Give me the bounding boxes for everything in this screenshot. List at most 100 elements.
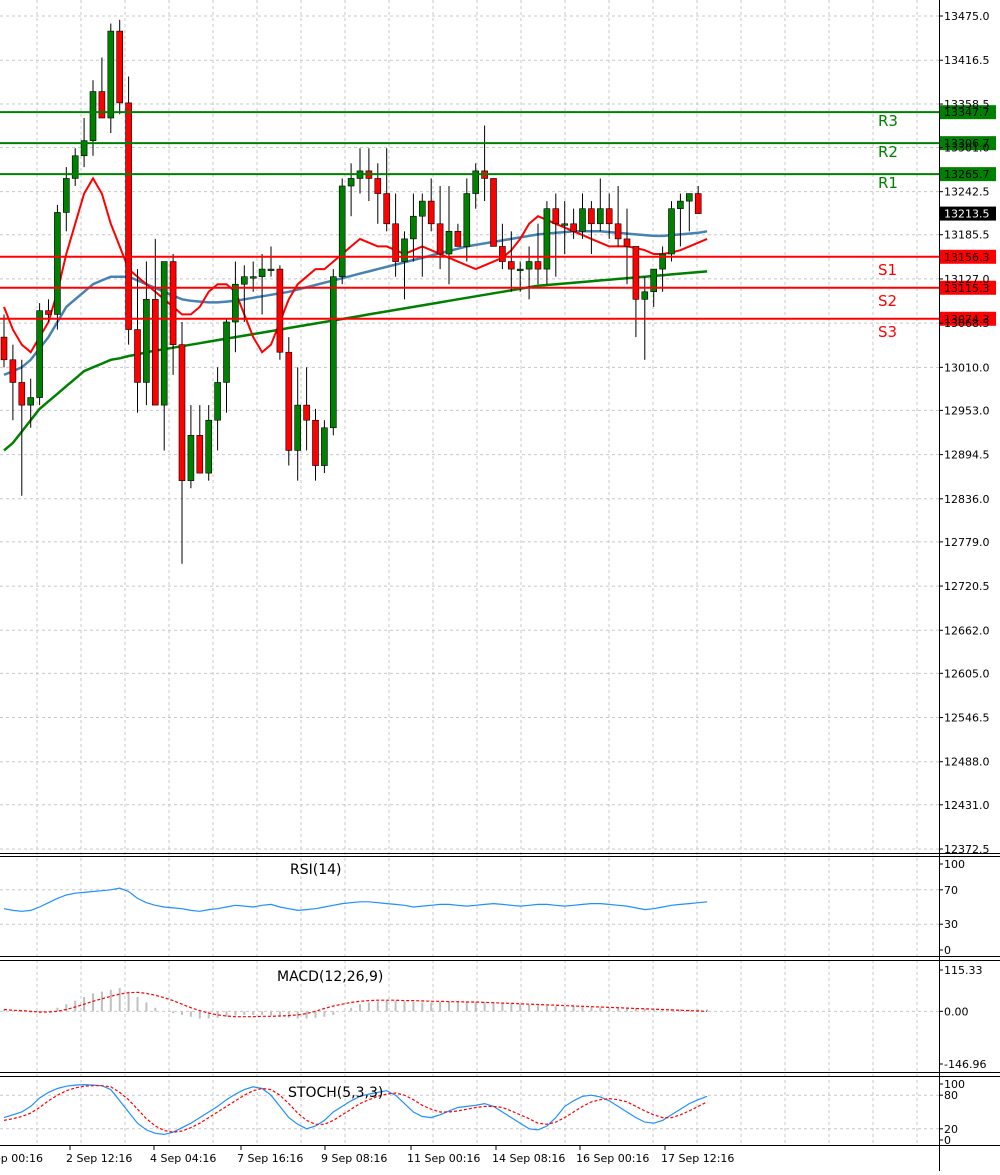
candle	[383, 148, 391, 232]
candle-bear-body	[499, 246, 506, 262]
price-tick-label: 12720.5	[944, 580, 990, 593]
price-tick-label: 12546.5	[944, 712, 990, 725]
level-price-badge	[940, 167, 996, 182]
candle	[623, 208, 631, 285]
candle-bull-body	[561, 223, 569, 226]
candle-bull-body	[329, 276, 337, 429]
candle	[54, 204, 61, 330]
current-price-label: 13213.5	[944, 208, 990, 221]
candle	[134, 269, 141, 413]
candle-bull-body	[410, 215, 417, 240]
rsi-title: RSI(14)	[290, 862, 341, 878]
level-price-label: 13156.3	[944, 251, 990, 264]
candle-bull-body	[160, 261, 168, 406]
candle	[160, 261, 168, 451]
price-tick-label: 12953.0	[944, 404, 990, 417]
candle-bear-body	[178, 344, 186, 481]
candle-bull-body	[418, 200, 426, 217]
candle-bear-body	[534, 261, 542, 270]
candle	[445, 186, 453, 285]
candle-bear-body	[98, 91, 106, 119]
candle	[570, 208, 577, 239]
candle-bull-body	[445, 231, 453, 255]
candle	[294, 367, 302, 481]
candle-bear-body	[436, 223, 444, 255]
candle	[187, 405, 195, 489]
candle	[534, 223, 542, 285]
price-tick-label: 12779.0	[944, 536, 990, 549]
moving-averages	[3, 176, 708, 452]
candle-bear-body	[152, 299, 159, 406]
candle-bear-body	[45, 310, 52, 315]
macd-panel: 115.33 0.00 -146.96 MACD(12,26,9)	[0, 964, 986, 1071]
candle-bull-body	[62, 178, 70, 213]
candle	[632, 246, 640, 338]
candle	[436, 186, 444, 270]
candle-bull-body	[596, 208, 604, 225]
candle-bull-body	[143, 299, 150, 383]
candle	[507, 231, 515, 292]
candle-bear-body	[169, 261, 177, 345]
candle	[125, 76, 132, 345]
candle	[321, 420, 328, 474]
candle	[18, 359, 26, 496]
candle	[312, 408, 319, 481]
candle	[178, 322, 186, 564]
candle	[463, 178, 471, 262]
candle	[427, 178, 435, 232]
candle	[410, 193, 417, 262]
candle-bull-body	[641, 291, 649, 300]
ma-slow-line	[3, 270, 708, 452]
level-price-label: 13347.7	[944, 106, 990, 119]
candle-bull-body	[71, 155, 79, 179]
candle-bear-body	[623, 238, 631, 247]
price-tick-label: 12372.5	[944, 843, 990, 856]
candle-bear-body	[125, 102, 132, 330]
ma-mid-line	[3, 230, 708, 377]
candle-bull-body	[347, 178, 355, 187]
level-price-label: 13074.3	[944, 313, 990, 326]
candle	[214, 367, 221, 451]
candle	[71, 148, 79, 186]
candle-bear-body	[285, 351, 293, 451]
candle	[27, 378, 35, 428]
candle	[98, 57, 106, 119]
panel-tick-label: 0	[944, 1134, 951, 1147]
candle	[169, 254, 177, 375]
candle-bear-body	[392, 223, 399, 262]
candle-bear-body	[614, 223, 622, 240]
candle-bull-body	[668, 208, 675, 255]
candle-bear-body	[570, 223, 577, 232]
panel-tick-label: 100	[944, 1078, 965, 1091]
time-label: 16 Sep 00:16	[576, 1152, 649, 1165]
candle-bull-body	[338, 185, 346, 277]
candle	[347, 163, 355, 217]
candle	[516, 261, 524, 292]
ma-fast-line	[3, 176, 708, 354]
panel-tick-label: 100	[944, 858, 965, 871]
level-price-label: 13115.3	[944, 282, 990, 295]
candle	[0, 314, 8, 368]
price-tick-label: 12605.0	[944, 667, 990, 680]
level-name-r3: R3	[878, 112, 898, 130]
candle-bear-body	[196, 435, 204, 474]
candle	[579, 193, 586, 239]
panel-tick-label: 80	[944, 1089, 958, 1102]
candle	[258, 254, 266, 315]
candle-bear-body	[312, 419, 319, 466]
candle-bull-body	[223, 321, 230, 383]
candle-bull-body	[267, 268, 275, 271]
time-label: 11 Sep 00:16	[407, 1152, 480, 1165]
candle-bull-body	[89, 91, 97, 141]
candle	[223, 318, 230, 413]
candle-bull-body	[214, 382, 221, 421]
candle-bull-body	[258, 268, 266, 277]
candle-bull-body	[516, 268, 524, 271]
candle	[303, 367, 310, 451]
candle-bull-body	[187, 435, 195, 481]
candle	[472, 163, 480, 209]
time-label: 2 Sep 12:16	[66, 1152, 132, 1165]
candle	[525, 246, 533, 300]
